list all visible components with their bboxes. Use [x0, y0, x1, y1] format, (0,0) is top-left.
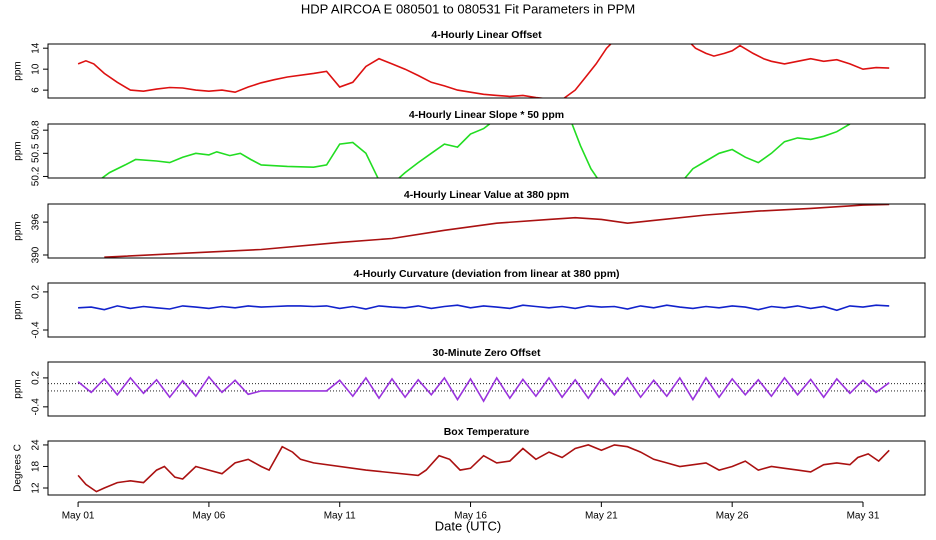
x-tick-label: May 31 — [847, 511, 880, 522]
y-tick-label: 50.5 — [31, 143, 42, 163]
plot-area — [77, 44, 890, 98]
y-axis-label: ppm — [13, 300, 24, 319]
plot-area — [100, 124, 851, 178]
y-axis-label: ppm — [13, 379, 24, 398]
y-tick-label: 10 — [31, 63, 42, 75]
y-axis-label: ppm — [13, 141, 24, 160]
y-tick-label: 18 — [31, 460, 42, 472]
data-line — [100, 124, 851, 178]
panel-frame — [47, 43, 926, 99]
panel-frame — [47, 361, 926, 417]
data-line — [77, 44, 890, 98]
plot-area — [48, 375, 925, 403]
panel-frame — [47, 282, 926, 338]
panel-title: 4-Hourly Linear Slope * 50 ppm — [409, 109, 564, 121]
panel-frame — [47, 440, 926, 496]
panel-frame — [47, 123, 926, 179]
y-tick-label: 0.2 — [31, 285, 42, 299]
panel-title: 4-Hourly Linear Offset — [431, 29, 542, 41]
panel-title: Box Temperature — [444, 426, 530, 438]
plot-area — [77, 444, 890, 493]
y-tick-label: 390 — [31, 246, 42, 263]
y-axis-label: ppm — [13, 221, 24, 240]
plot-area — [104, 204, 890, 258]
y-tick-label: 50.2 — [31, 166, 42, 186]
data-line — [104, 204, 890, 258]
x-tick-label: May 11 — [324, 511, 356, 522]
y-tick-label: -0.4 — [31, 398, 42, 416]
panel-title: 4-Hourly Curvature (deviation from linea… — [353, 268, 619, 280]
plot-area — [78, 304, 890, 312]
data-line — [78, 304, 890, 312]
x-tick-label: May 26 — [716, 511, 749, 522]
x-axis-label: Date (UTC) — [435, 518, 501, 533]
y-tick-label: 6 — [31, 87, 42, 93]
y-tick-label: 50.8 — [31, 120, 42, 140]
panel-title: 30-Minute Zero Offset — [433, 347, 541, 359]
y-axis-label: Degrees C — [13, 444, 24, 492]
x-tick-label: May 16 — [454, 511, 487, 522]
x-tick-label: May 21 — [585, 511, 618, 522]
y-tick-label: 12 — [31, 482, 42, 494]
y-tick-label: 24 — [31, 439, 42, 451]
y-tick-label: 14 — [31, 42, 42, 54]
y-tick-label: -0.4 — [31, 321, 42, 339]
panel-frame — [47, 203, 926, 259]
panel-title: 4-Hourly Linear Value at 380 ppm — [404, 189, 569, 201]
page-title: HDP AIRCOA E 080501 to 080531 Fit Parame… — [301, 1, 635, 16]
data-line — [77, 444, 890, 493]
y-axis-label: ppm — [13, 61, 24, 80]
x-tick-label: May 01 — [62, 511, 95, 522]
y-tick-label: 0.2 — [31, 371, 42, 385]
data-line — [77, 375, 890, 403]
x-tick-label: May 06 — [193, 511, 226, 522]
y-tick-label: 396 — [31, 213, 42, 230]
